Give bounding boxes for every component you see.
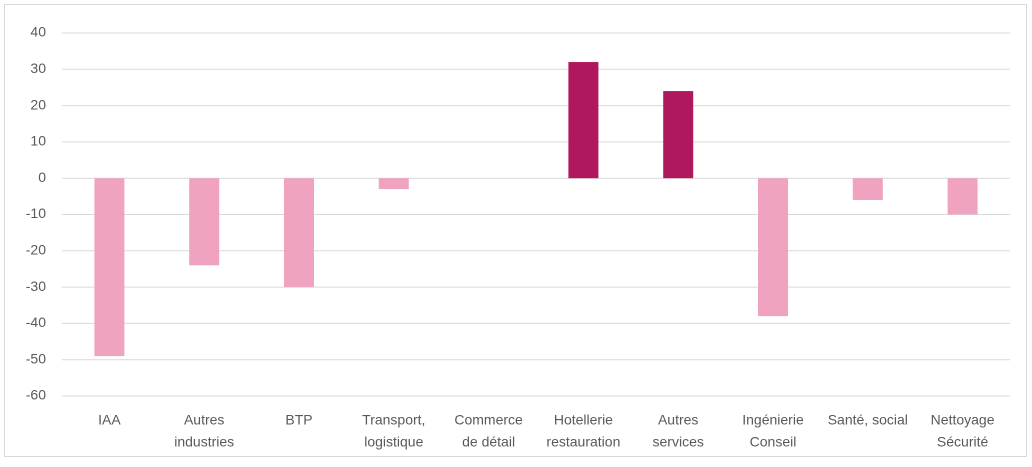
y-tick-label: -10 bbox=[26, 205, 46, 221]
x-tick-label: Ingénierie bbox=[742, 412, 804, 428]
x-tick-label: industries bbox=[174, 434, 234, 450]
y-tick-label: -30 bbox=[26, 278, 46, 294]
x-tick-label: Autres bbox=[658, 412, 698, 428]
x-tick-label: Autres bbox=[184, 412, 224, 428]
x-tick-label: Hotellerie bbox=[554, 412, 613, 428]
x-tick-label: IAA bbox=[98, 412, 121, 428]
chart-border bbox=[4, 4, 1027, 457]
y-tick-label: -40 bbox=[26, 314, 46, 330]
bar bbox=[189, 178, 220, 266]
x-tick-label: restauration bbox=[546, 434, 620, 450]
x-tick-label: Sécurité bbox=[937, 434, 989, 450]
y-tick-label: -60 bbox=[26, 387, 46, 403]
bar bbox=[758, 178, 788, 317]
x-tick-label: Commerce bbox=[454, 412, 523, 428]
bar bbox=[852, 178, 883, 200]
x-tick-label: Transport, bbox=[362, 412, 425, 428]
y-tick-label: -50 bbox=[26, 350, 46, 366]
bar bbox=[568, 62, 599, 179]
x-tick-label: logistique bbox=[364, 434, 423, 450]
x-tick-label: BTP bbox=[285, 412, 312, 428]
bar bbox=[378, 178, 409, 190]
y-tick-label: 30 bbox=[30, 60, 46, 76]
bar bbox=[663, 91, 694, 179]
x-tick-label: Conseil bbox=[750, 434, 797, 450]
y-tick-label: 10 bbox=[30, 133, 46, 149]
y-tick-label: 20 bbox=[30, 96, 46, 112]
bar bbox=[947, 178, 978, 215]
x-tick-label: Santé, social bbox=[828, 412, 908, 428]
y-tick-label: -20 bbox=[26, 242, 46, 258]
y-tick-label: 40 bbox=[30, 24, 46, 40]
bar bbox=[94, 178, 125, 357]
bar bbox=[284, 178, 314, 288]
x-tick-label: Nettoyage bbox=[931, 412, 995, 428]
y-tick-label: 0 bbox=[38, 169, 46, 185]
x-tick-label: de détail bbox=[462, 434, 515, 450]
x-tick-label: services bbox=[653, 434, 704, 450]
